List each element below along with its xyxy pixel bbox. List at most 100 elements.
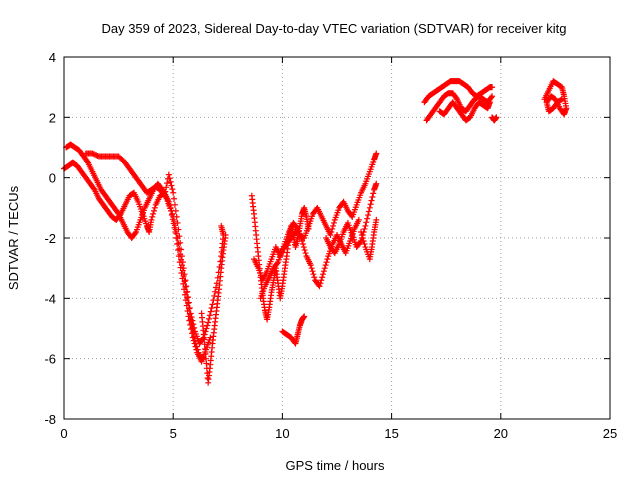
data-point <box>204 322 211 329</box>
data-point <box>207 308 214 315</box>
x-tick-label: 25 <box>603 426 617 441</box>
data-point <box>489 84 496 91</box>
data-point <box>190 321 197 328</box>
data-point <box>184 308 191 315</box>
data-point <box>211 292 218 299</box>
data-point <box>175 226 182 233</box>
series-track <box>436 99 493 124</box>
series-track <box>541 78 570 118</box>
data-point <box>328 228 335 235</box>
data-point <box>177 239 184 246</box>
data-point <box>368 197 375 204</box>
y-axis-label: SDTVAR / TECUs <box>6 185 21 290</box>
data-point <box>177 264 184 271</box>
data-point <box>366 204 373 211</box>
data-point <box>320 271 327 278</box>
data-point <box>187 321 194 328</box>
data-point <box>488 94 495 101</box>
data-point <box>367 201 374 208</box>
data-point <box>84 158 91 165</box>
data-point <box>361 225 368 232</box>
data-point <box>453 95 460 102</box>
y-tick-label: 0 <box>49 171 56 186</box>
data-point <box>185 313 192 320</box>
data-point <box>189 317 196 324</box>
data-point <box>173 235 180 241</box>
data-point <box>486 99 493 106</box>
data-point <box>188 314 195 321</box>
data-point <box>89 150 96 157</box>
data-point <box>186 304 193 311</box>
data-point <box>171 195 178 202</box>
x-axis-label: GPS time / hours <box>286 458 385 473</box>
data-point <box>181 291 188 298</box>
data-point <box>166 175 173 182</box>
data-point <box>162 188 169 195</box>
data-point <box>558 96 565 103</box>
data-point <box>172 228 179 235</box>
data-point <box>169 186 176 193</box>
data-point <box>357 239 364 246</box>
data-point <box>192 343 199 350</box>
data-point <box>188 326 195 333</box>
data-point <box>212 288 219 295</box>
data-point <box>310 271 317 278</box>
x-tick-label: 10 <box>275 426 289 441</box>
data-point <box>151 204 158 211</box>
y-tick-label: -6 <box>44 352 56 367</box>
data-point <box>167 178 174 185</box>
data-point <box>150 207 157 214</box>
data-point <box>148 216 155 223</box>
data-point <box>205 319 212 326</box>
data-point <box>358 231 365 238</box>
data-point <box>329 225 336 232</box>
data-point <box>323 259 330 266</box>
chart-title: Day 359 of 2023, Sidereal Day-to-day VTE… <box>101 21 566 36</box>
data-point <box>181 286 188 293</box>
y-tick-label: -2 <box>44 231 56 246</box>
data-point <box>168 182 175 189</box>
data-point <box>359 235 366 241</box>
data-point <box>222 231 229 238</box>
data-point <box>180 280 187 287</box>
data-point <box>213 284 220 291</box>
data-point <box>189 334 196 341</box>
data-point <box>184 288 191 295</box>
data-point <box>218 222 225 229</box>
y-tick-label: -8 <box>44 412 56 427</box>
data-point <box>365 212 372 219</box>
data-point <box>307 262 314 269</box>
data-point <box>330 222 337 229</box>
data-point <box>172 207 179 214</box>
data-point <box>132 230 139 237</box>
data-point <box>92 151 99 158</box>
y-tick-label: 2 <box>49 110 56 125</box>
data-point <box>163 184 170 191</box>
data-point <box>171 224 178 231</box>
data-point <box>171 201 178 208</box>
data-point <box>324 256 331 263</box>
data-point <box>168 212 175 219</box>
data-point <box>161 192 168 199</box>
data-point <box>373 180 380 187</box>
data-point <box>311 274 318 281</box>
data-point <box>170 220 177 227</box>
data-point <box>316 283 323 290</box>
data-point <box>178 253 185 260</box>
data-point <box>358 228 365 235</box>
data-point <box>214 274 221 281</box>
x-tick-label: 15 <box>384 426 398 441</box>
data-point <box>191 324 198 331</box>
series-track <box>423 90 496 124</box>
data-point <box>173 213 180 220</box>
data-point <box>150 210 157 217</box>
data-point <box>188 330 195 337</box>
data-point <box>187 310 194 317</box>
data-point <box>165 171 172 178</box>
data-point <box>206 312 213 319</box>
data-point <box>558 96 565 103</box>
data-point <box>182 297 189 304</box>
data-point <box>185 299 192 306</box>
data-point <box>181 271 188 278</box>
